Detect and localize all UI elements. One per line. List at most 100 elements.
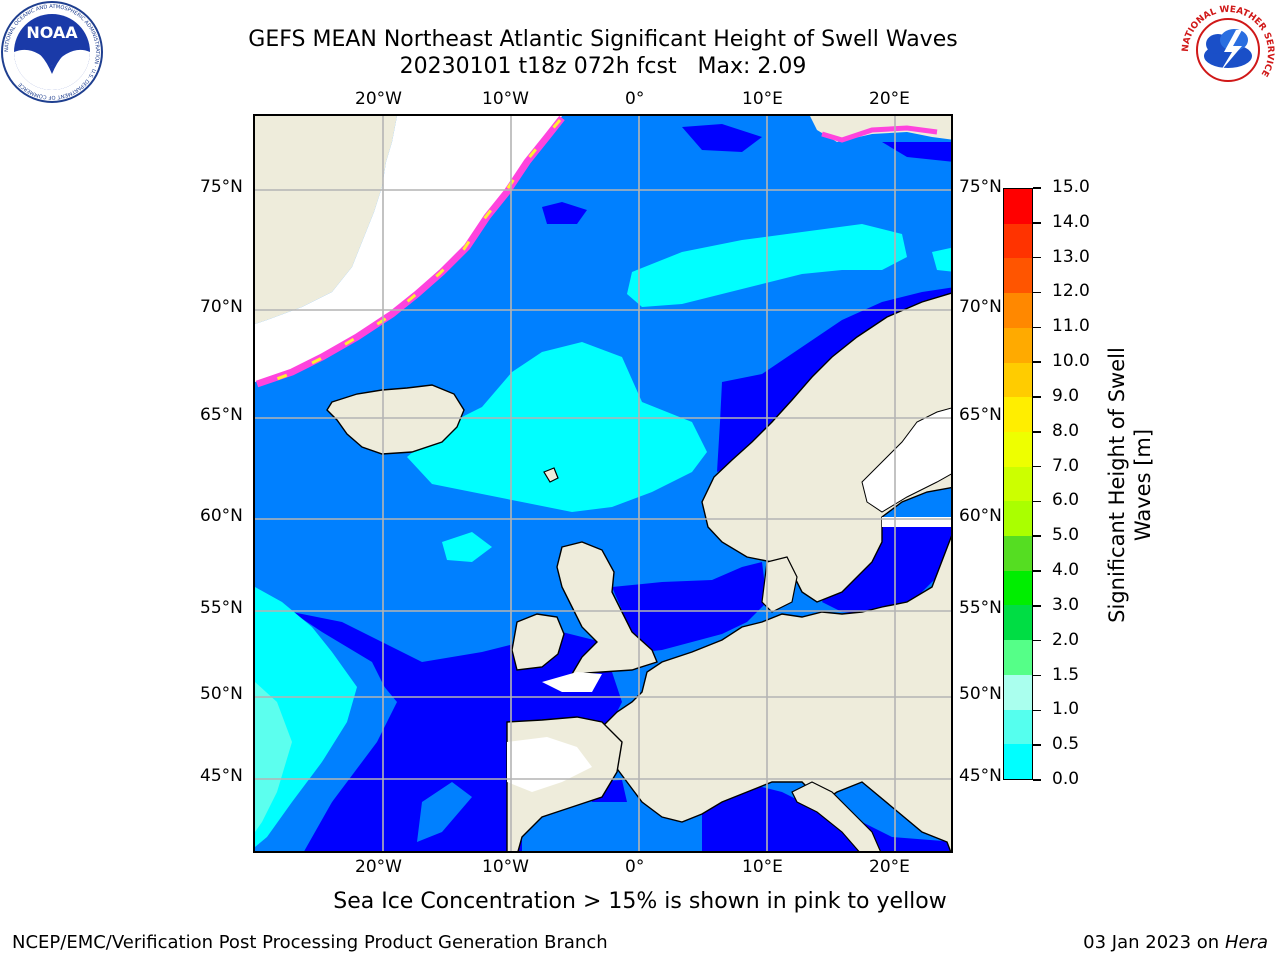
channel-white-area [542,672,602,692]
colorbar-tick-label: 3.0 [1052,594,1080,615]
lon-label-bottom-10e: 10°E [742,857,783,877]
colorbar-tick [1033,396,1041,398]
colorbar-tick-label: 14.0 [1052,211,1090,232]
colorbar-tick [1033,361,1041,363]
colorbar-tick-label: 2.0 [1052,629,1080,650]
lat-label-left-60n: 60°N [200,506,243,526]
lon-label-bottom-0: 0° [625,857,645,877]
colorbar-swatch [1004,258,1032,294]
sea-0-0.5-northeast-patch [682,124,762,152]
colorbar-swatch [1004,605,1032,641]
lat-label-right-45n: 45°N [959,766,1002,786]
map-canvas [255,116,951,851]
colorbar-tick [1033,465,1041,468]
footer-machine: Hera [1224,932,1268,953]
italy-land [791,781,881,851]
lat-label-left-70n: 70°N [200,297,243,317]
colorbar-tick-label: 7.0 [1052,455,1080,476]
sea-1.5-2.0-southwest [255,682,292,832]
ice-covered-zone [255,116,562,382]
great-britain-land [556,541,658,675]
colorbar-tick [1033,431,1041,433]
colorbar-swatch [1004,570,1032,606]
colorbar-swatch [1004,709,1032,745]
sea-1.0-1.5-east-band [932,247,951,272]
colorbar-title-line2: Waves [m] [1131,428,1155,542]
lon-label-bottom-20e: 20°E [869,857,910,877]
faroe-islands-land [543,467,559,483]
noaa-logo: NOAA NATIONAL OCEANIC AND ATMOSPHERIC AD… [1,1,103,103]
colorbar-swatch [1004,744,1032,779]
colorbar-tick-label: 0.5 [1052,734,1080,755]
colorbar-tick [1033,500,1041,503]
colorbar-tick-label: 4.0 [1052,560,1080,581]
lat-label-right-60n: 60°N [959,506,1002,526]
colorbar-tick-label: 15.0 [1052,177,1090,197]
colorbar-tick-label: 5.0 [1052,525,1080,546]
colorbar-tick [1033,326,1041,329]
colorbar-swatch [1004,536,1032,571]
iceland-land [326,384,465,455]
nws-logo: NATIONAL WEATHER SERVICE [1179,1,1277,99]
colorbar-tick [1033,674,1041,677]
footer-date: 03 Jan 2023 on Hera [1083,932,1268,953]
colorbar-tick [1033,291,1041,294]
colorbar-tick [1033,744,1041,746]
colorbar-tick [1033,256,1041,259]
colorbar-swatch [1004,640,1032,675]
lat-label-left-50n: 50°N [200,684,243,704]
lon-label-top-10w: 10°W [482,89,529,109]
colorbar-tick [1033,187,1041,189]
lon-label-top-10e: 10°E [742,89,783,109]
colorbar-tick-label: 1.5 [1052,664,1080,685]
colorbar-swatch [1004,189,1032,224]
lat-label-left-55n: 55°N [200,598,243,618]
colorbar [1003,188,1033,780]
colorbar-fill [1004,189,1032,779]
colorbar-tick-label: 9.0 [1052,385,1080,406]
colorbar-tick [1033,535,1041,537]
colorbar-swatch [1004,327,1032,363]
lat-label-right-55n: 55°N [959,598,1002,618]
lat-label-right-50n: 50°N [959,684,1002,704]
scandinavia-land [701,292,951,603]
colorbar-tick [1033,222,1041,224]
sea-1.0-1.5-southwest [255,587,362,847]
noaa-logo-text: NOAA [26,23,78,42]
colorbar-tick [1033,779,1041,781]
sea-0-0.5-north-patch [542,202,587,224]
chart-title: GEFS MEAN Northeast Atlantic Significant… [248,27,958,52]
colorbar-tick-label: 12.0 [1052,281,1090,302]
lat-label-left-45n: 45°N [200,766,243,786]
lat-label-right-70n: 70°N [959,297,1002,317]
colorbar-tick [1033,605,1041,607]
colorbar-tick-label: 6.0 [1052,490,1080,511]
sea-0.5-1.0-biscay-strip [417,782,472,842]
sea-0.5-1.0-southwest-ring [273,652,397,851]
gulf-bothnia-ice [861,407,951,513]
sea-0-0.5-north-sea [612,562,767,652]
colorbar-title: Significant Height of Swell Waves [m] [1104,320,1156,650]
colorbar-swatch [1004,397,1032,432]
colorbar-tick-label: 1.0 [1052,699,1080,720]
sea-1.0-1.5-central [407,342,707,512]
colorbar-swatch [1004,223,1032,259]
colorbar-swatch [1004,501,1032,537]
colorbar-tick-label: 0.0 [1052,769,1080,789]
sea-ice-edge-yellow [257,119,562,388]
lon-label-top-20w: 20°W [355,89,402,109]
colorbar-tick-label: 10.0 [1052,351,1090,372]
chart-subtitle: 20230101 t18z 072h fcst Max: 2.09 [399,54,807,79]
lat-label-right-75n: 75°N [959,177,1002,197]
colorbar-swatch [1004,431,1032,467]
graticule [255,116,951,851]
colorbar-tick-label: 13.0 [1052,246,1090,267]
colorbar-tick [1033,709,1041,712]
footer-date-text: 03 Jan 2023 on [1083,932,1225,953]
colorbar-tick [1033,639,1041,642]
svalbard-ice-edge [821,125,938,143]
colorbar-swatch [1004,362,1032,398]
colorbar-tick [1033,570,1041,572]
colorbar-swatch [1004,466,1032,502]
lon-label-top-0: 0° [625,89,645,109]
